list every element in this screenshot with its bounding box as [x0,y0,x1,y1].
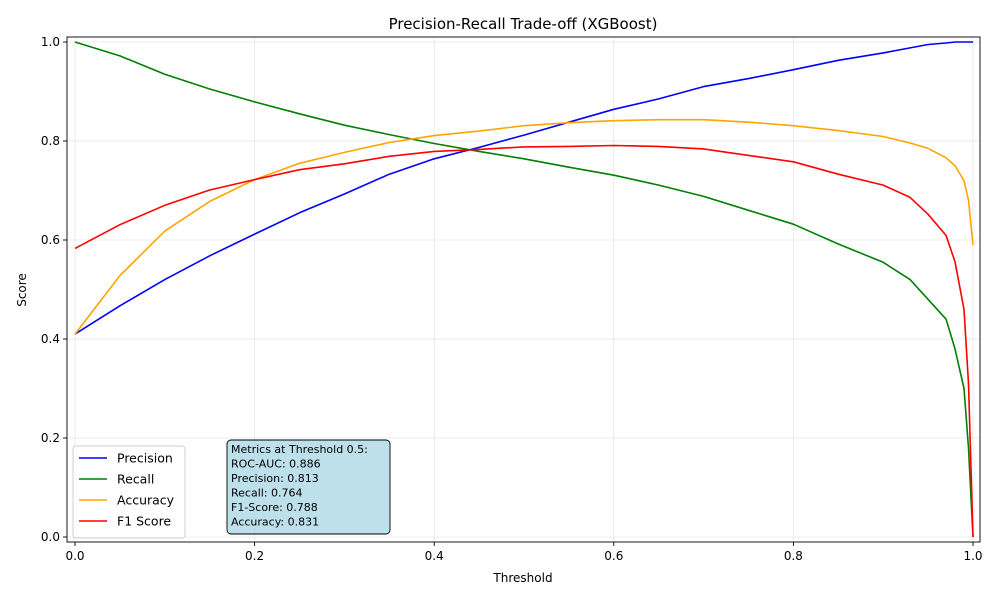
legend-box [72,445,186,539]
x-tick-label: 0.0 [65,549,84,563]
series-line-f1-score [74,144,974,538]
y-tick-label: 0.6 [41,233,60,247]
x-tick-label: 0.8 [784,549,803,563]
y-axis-label: Score [15,273,29,307]
grid [67,37,980,542]
chart-title: Precision-Recall Trade-off (XGBoost) [389,15,658,33]
x-axis-label: Threshold [492,571,552,585]
x-axis-ticks: 0.0 0.2 0.4 0.6 0.8 1.0 [65,542,983,563]
y-tick-label: 0.4 [41,332,60,346]
series-line-precision [74,41,973,335]
metrics-annotation: Metrics at Threshold 0.5: ROC-AUC: 0.886P… [226,439,391,535]
annotation-line: F1-Score: 0.788 [231,501,318,514]
legend-label: Recall [117,472,154,487]
y-tick-label: 1.0 [41,35,60,49]
y-tick-label: 0.0 [41,530,60,544]
y-tick-label: 0.2 [41,431,60,445]
legend-label: Precision [117,451,173,466]
x-tick-label: 0.4 [425,549,444,563]
legend-label: Accuracy [117,493,175,508]
annotation-line: Accuracy: 0.831 [231,516,319,529]
y-axis-ticks: 0.0 0.2 0.4 0.6 0.8 1.0 [41,35,67,544]
annotation-line: Recall: 0.764 [231,487,303,500]
annotation-line: Metrics at Threshold 0.5: [231,443,368,456]
series-line-accuracy [74,118,974,335]
annotation-box [226,439,391,535]
annotation-line: ROC-AUC: 0.886 [231,458,321,471]
annotation-line: Precision: 0.813 [231,472,319,485]
plot-frame [66,36,981,543]
series-lines [74,41,974,538]
legend: Precision Recall Accuracy F1 Score [72,445,186,539]
legend-label: F1 Score [117,514,171,529]
x-tick-label: 0.2 [245,549,264,563]
x-tick-label: 0.6 [604,549,623,563]
y-tick-label: 0.8 [41,134,60,148]
series-line-recall [74,41,974,538]
x-tick-label: 1.0 [963,549,982,563]
